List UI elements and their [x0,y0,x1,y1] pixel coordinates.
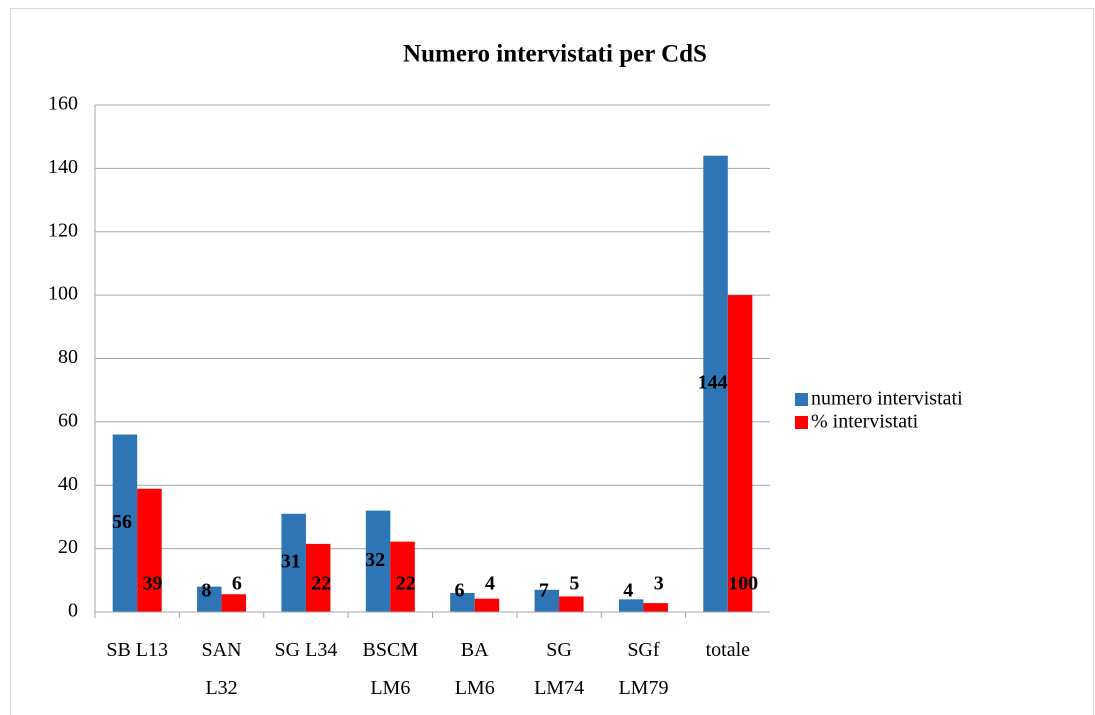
legend-swatch [795,393,808,406]
data-label: 22 [311,573,331,595]
data-label: 56 [112,511,132,533]
data-label: 32 [365,549,385,571]
chart-title: Numero intervistati per CdS [403,41,707,68]
bar [727,295,753,612]
x-tick-label: BA LM6 [454,639,495,699]
data-label: 144 [698,371,728,393]
legend-swatch [795,416,808,429]
bar [703,155,728,612]
bar [534,589,560,612]
y-tick-label: 100 [48,283,78,305]
x-tick-label: SAN L32 [201,639,242,699]
x-tick-label: SG LM74 [534,639,585,699]
data-label: 6 [454,580,464,602]
x-tick-label: SB L13 [106,639,169,661]
y-tick-label: 120 [48,219,78,241]
y-tick-label: 160 [48,93,78,115]
data-label: 6 [232,573,242,595]
bar [281,513,306,612]
y-tick-label: 60 [58,409,78,431]
y-tick-label: 80 [58,346,78,368]
y-tick-label: 40 [58,473,78,495]
legend-label: % intervistati [811,411,919,433]
data-label: 39 [142,573,162,595]
x-tick-label: totale [705,639,751,661]
bar [365,510,391,612]
data-label: 7 [539,580,549,602]
bar [221,594,247,612]
data-label: 22 [396,573,416,595]
bar [643,603,668,612]
data-label: 8 [201,580,211,602]
y-tick-label: 140 [48,156,78,178]
x-tick-label: BSCM LM6 [362,639,419,699]
bar [112,434,138,612]
y-tick-label: 20 [58,536,78,558]
x-tick-label: SG L34 [274,639,338,661]
bar [450,592,475,612]
bar [305,543,331,612]
bar [197,586,222,612]
data-label: 100 [728,573,758,595]
data-label: 5 [569,573,579,595]
bar [474,598,500,612]
bar [390,541,415,612]
bar [559,596,584,612]
data-label: 31 [281,550,301,572]
bar [137,488,162,612]
y-tick-label: 0 [68,600,78,622]
bar [618,599,644,612]
x-tick-label: SGf LM79 [618,639,669,699]
legend-label: numero intervistati [811,388,963,410]
data-label: 4 [485,573,495,595]
data-label: 3 [654,573,664,595]
data-label: 4 [623,580,633,602]
